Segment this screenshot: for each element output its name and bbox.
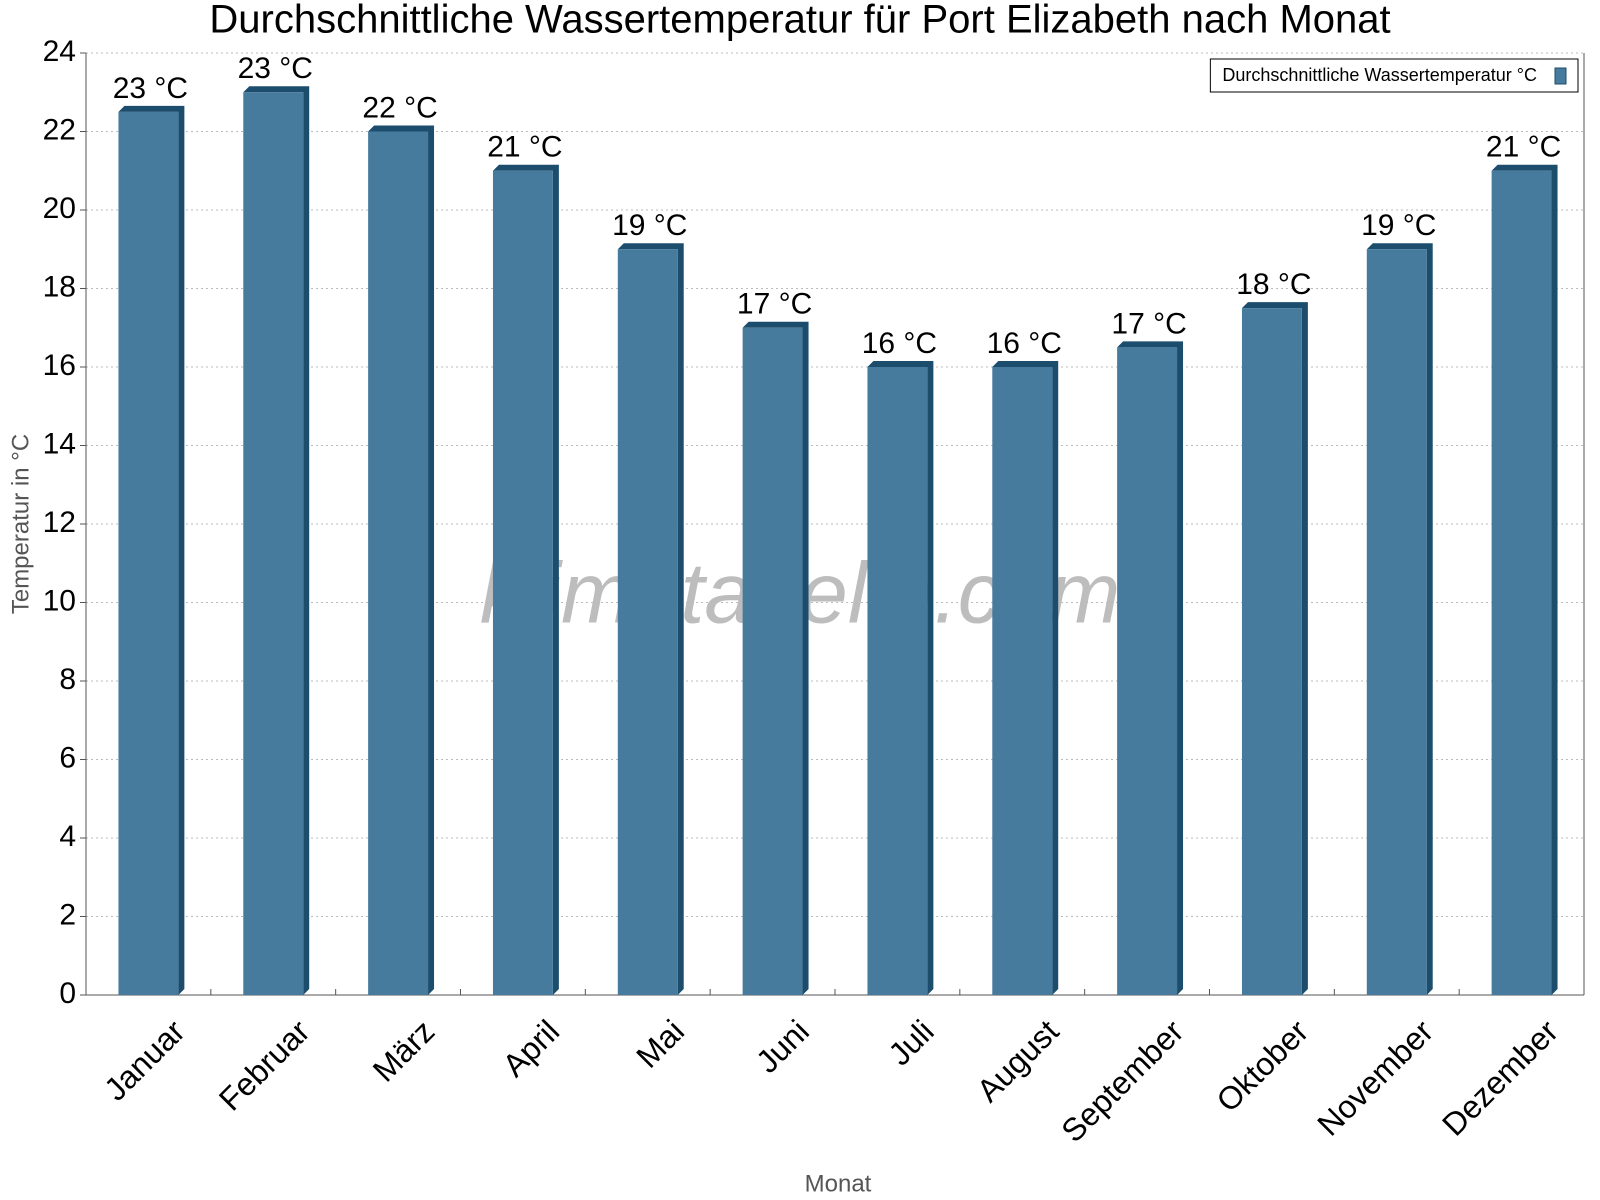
y-tick-label: 6 bbox=[59, 741, 76, 774]
value-label: 23 °C bbox=[113, 72, 188, 105]
bar bbox=[1117, 347, 1178, 995]
value-label: 16 °C bbox=[987, 327, 1062, 360]
bar bbox=[742, 327, 803, 995]
value-label: 16 °C bbox=[862, 327, 937, 360]
x-axis-title: Monat bbox=[805, 1170, 872, 1197]
y-tick-label: 4 bbox=[59, 820, 76, 853]
bar bbox=[368, 131, 429, 995]
y-tick-label: 10 bbox=[43, 584, 76, 617]
y-tick-label: 22 bbox=[43, 113, 76, 146]
value-label: 22 °C bbox=[362, 91, 437, 124]
y-tick-label: 14 bbox=[43, 427, 76, 460]
bar bbox=[118, 111, 179, 995]
value-label: 23 °C bbox=[238, 52, 313, 85]
legend-box bbox=[1209, 58, 1579, 93]
bar bbox=[1491, 170, 1552, 995]
y-tick-label: 18 bbox=[43, 270, 76, 303]
y-tick-label: 2 bbox=[59, 898, 76, 931]
legend-swatch bbox=[1554, 67, 1567, 85]
y-tick-label: 0 bbox=[59, 977, 76, 1010]
bar bbox=[243, 92, 304, 995]
y-tick-label: 8 bbox=[59, 663, 76, 696]
value-label: 17 °C bbox=[737, 288, 812, 321]
legend: Durchschnittliche Wassertemperatur °C bbox=[1209, 58, 1579, 93]
bar bbox=[492, 170, 553, 995]
bar bbox=[1241, 308, 1302, 995]
bar bbox=[1366, 249, 1427, 995]
value-label: 21 °C bbox=[1486, 131, 1561, 164]
legend-label: Durchschnittliche Wassertemperatur °C bbox=[1222, 65, 1537, 85]
chart-title: Durchschnittliche Wassertemperatur für P… bbox=[209, 0, 1390, 42]
y-tick-label: 16 bbox=[43, 349, 76, 382]
y-axis-title: Temperatur in °C bbox=[7, 434, 34, 614]
bar bbox=[867, 367, 928, 995]
value-label: 18 °C bbox=[1236, 268, 1311, 301]
value-label: 19 °C bbox=[612, 209, 687, 242]
value-label: 19 °C bbox=[1361, 209, 1436, 242]
y-tick-label: 24 bbox=[43, 35, 76, 68]
value-label: 17 °C bbox=[1111, 307, 1186, 340]
bar bbox=[617, 249, 678, 995]
y-tick-label: 20 bbox=[43, 192, 76, 225]
bar bbox=[992, 367, 1053, 995]
y-tick-label: 12 bbox=[43, 506, 76, 539]
value-label: 21 °C bbox=[487, 131, 562, 164]
